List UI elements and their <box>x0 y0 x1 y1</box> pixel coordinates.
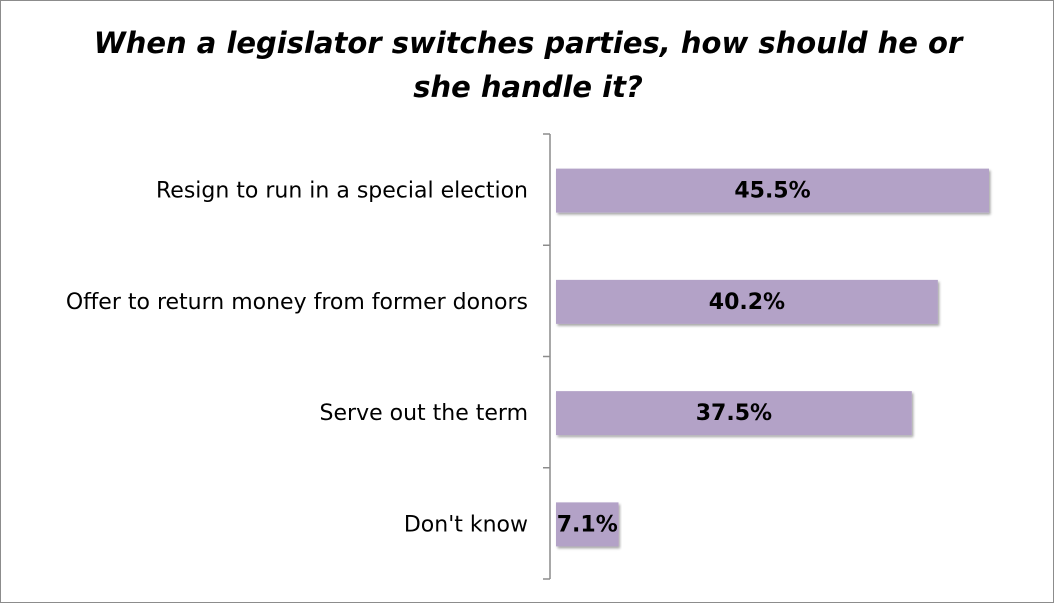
bar-1 <box>556 279 938 324</box>
bar-0 <box>556 168 989 213</box>
chart-title-line-2: she handle it? <box>413 70 643 104</box>
category-label-2: Serve out the term <box>320 401 528 426</box>
category-label-0: Resign to run in a special election <box>156 179 528 204</box>
bar-3 <box>556 502 619 547</box>
chart-title: When a legislator switches parties, how … <box>1 21 1053 109</box>
data-label-3: 7.1% <box>557 512 618 537</box>
bar-2 <box>556 391 912 436</box>
data-label-2: 37.5% <box>696 401 772 426</box>
chart-title-line-1: When a legislator switches parties, how … <box>93 26 963 60</box>
data-label-1: 40.2% <box>709 290 785 315</box>
category-label-1: Offer to return money from former donors <box>66 290 528 315</box>
category-label-3: Don't know <box>404 512 528 537</box>
data-label-0: 45.5% <box>734 179 810 204</box>
